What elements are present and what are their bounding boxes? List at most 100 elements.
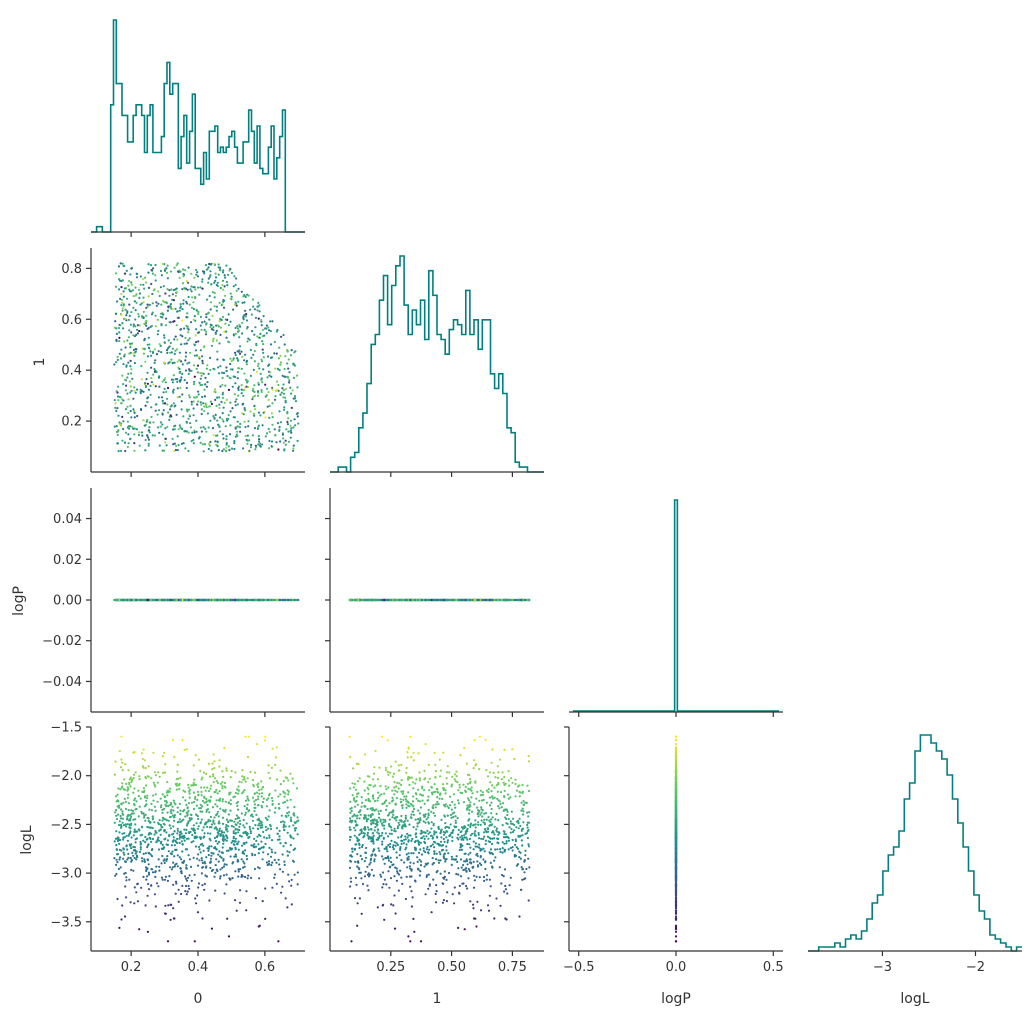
scatter-point bbox=[286, 831, 289, 834]
scatter-point bbox=[222, 300, 225, 303]
scatter-point bbox=[236, 858, 239, 862]
scatter-point bbox=[209, 368, 212, 372]
scatter-point bbox=[256, 427, 259, 430]
scatter-point bbox=[292, 447, 295, 450]
scatter-point bbox=[121, 301, 124, 304]
scatter-point bbox=[270, 440, 274, 443]
scatter-point bbox=[185, 342, 188, 345]
scatter-point bbox=[295, 787, 299, 790]
scatter-point bbox=[294, 598, 297, 602]
scatter-point bbox=[185, 421, 189, 424]
scatter-point bbox=[193, 380, 196, 383]
scatter-point bbox=[215, 339, 218, 342]
scatter-point bbox=[179, 867, 182, 870]
scatter-point bbox=[171, 362, 174, 365]
scatter-point bbox=[230, 770, 233, 773]
scatter-point bbox=[293, 364, 296, 367]
scatter-point bbox=[400, 598, 403, 602]
scatter-point bbox=[218, 430, 221, 433]
scatter-point bbox=[229, 598, 232, 602]
scatter-point bbox=[221, 822, 225, 826]
scatter-point bbox=[255, 791, 259, 794]
scatter-point bbox=[385, 598, 388, 602]
scatter-point bbox=[188, 874, 191, 877]
scatter-point bbox=[195, 308, 198, 311]
scatter-point bbox=[133, 411, 136, 414]
scatter-point bbox=[287, 417, 290, 420]
scatter-point bbox=[125, 269, 128, 272]
scatter-point bbox=[180, 400, 183, 403]
scatter-point bbox=[153, 370, 156, 373]
scatter-point bbox=[252, 368, 255, 371]
scatter-point bbox=[222, 775, 225, 779]
scatter-point bbox=[127, 769, 130, 772]
scatter-point bbox=[267, 427, 270, 431]
scatter-point bbox=[235, 433, 238, 436]
scatter-point bbox=[239, 430, 242, 433]
scatter-point bbox=[138, 292, 141, 295]
scatter-point bbox=[133, 427, 136, 430]
scatter-point bbox=[161, 380, 164, 383]
scatter-point bbox=[175, 348, 178, 351]
scatter-point bbox=[126, 392, 129, 395]
scatter-point bbox=[234, 351, 237, 354]
scatter-point bbox=[142, 300, 145, 304]
scatter-point bbox=[173, 814, 176, 817]
scatter-point bbox=[257, 391, 260, 394]
scatter-point bbox=[176, 449, 179, 452]
scatter-point bbox=[283, 367, 286, 371]
scatter-point bbox=[293, 397, 297, 400]
scatter-point bbox=[267, 794, 271, 797]
scatter-point bbox=[215, 828, 218, 831]
scatter-point bbox=[217, 263, 220, 266]
scatter-point bbox=[234, 598, 237, 602]
scatter-point bbox=[133, 361, 136, 365]
scatter-point bbox=[147, 442, 150, 445]
scatter-point bbox=[265, 327, 268, 330]
scatter-point bbox=[130, 281, 133, 284]
scatter-point bbox=[279, 821, 283, 824]
scatter-point bbox=[114, 598, 117, 602]
scatter-point bbox=[230, 447, 233, 450]
scatter-point bbox=[244, 409, 247, 412]
scatter-point bbox=[250, 313, 253, 316]
scatter-point bbox=[235, 814, 238, 817]
scatter-point bbox=[271, 747, 274, 750]
scatter-point bbox=[122, 295, 125, 298]
scatter-point bbox=[187, 266, 190, 269]
scatter-point bbox=[193, 375, 196, 378]
scatter-point bbox=[199, 598, 202, 602]
scatter-point bbox=[213, 291, 216, 294]
scatter-point bbox=[278, 346, 281, 349]
scatter-point bbox=[245, 841, 248, 844]
scatter-point bbox=[134, 852, 137, 855]
scatter-point bbox=[222, 288, 225, 291]
scatter-point bbox=[124, 825, 128, 828]
scatter-point bbox=[222, 358, 225, 361]
scatter-point bbox=[134, 318, 137, 321]
scatter-point bbox=[257, 795, 260, 798]
scatter-point bbox=[149, 393, 152, 396]
scatter-point bbox=[164, 317, 168, 320]
scatter-point bbox=[225, 883, 228, 886]
scatter-point bbox=[163, 387, 166, 390]
scatter-point bbox=[158, 598, 161, 602]
scatter-point bbox=[250, 443, 253, 446]
scatter-point bbox=[238, 349, 241, 352]
scatter-point bbox=[251, 779, 255, 782]
scatter-point bbox=[142, 283, 145, 286]
scatter-point bbox=[221, 393, 224, 396]
scatter-point bbox=[182, 275, 185, 278]
scatter-point bbox=[457, 598, 460, 602]
scatter-point bbox=[237, 287, 240, 290]
scatter-point bbox=[205, 772, 208, 776]
scatter-point bbox=[283, 406, 286, 409]
scatter-point bbox=[204, 402, 207, 405]
scatter-point bbox=[174, 349, 177, 352]
scatter-point bbox=[113, 857, 116, 860]
scatter-point bbox=[209, 400, 212, 403]
scatter-point bbox=[203, 443, 206, 446]
scatter-point bbox=[270, 766, 273, 770]
scatter-point bbox=[262, 351, 265, 354]
scatter-point bbox=[229, 799, 232, 802]
